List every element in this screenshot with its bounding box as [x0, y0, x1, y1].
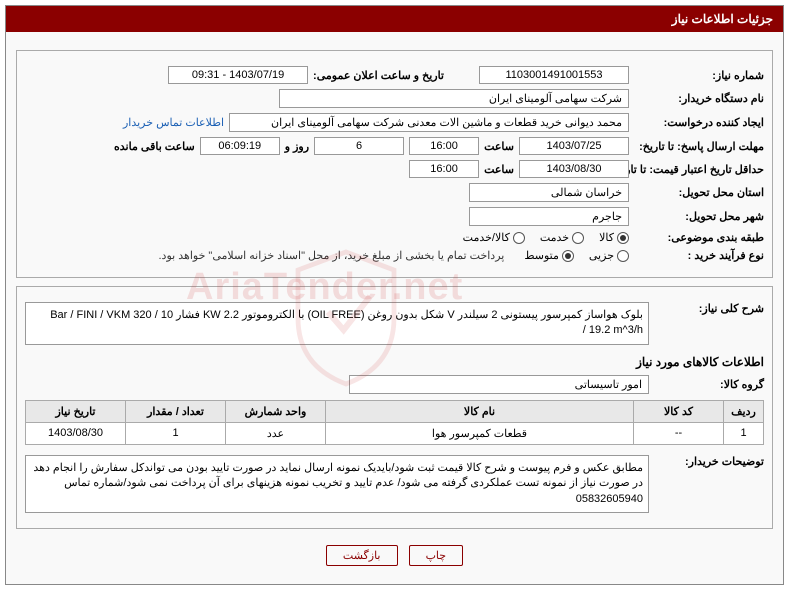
td-qty: 1: [126, 422, 226, 444]
category-label: طبقه بندی موضوعی:: [634, 231, 764, 244]
deadline-label: مهلت ارسال پاسخ: تا تاریخ:: [634, 140, 764, 153]
td-date: 1403/08/30: [26, 422, 126, 444]
remain-label: ساعت باقی مانده: [114, 140, 195, 153]
buyer-org-value: شرکت سهامی آلومینای ایران: [279, 89, 629, 108]
radio-goods-label: کالا: [599, 231, 614, 244]
notes-text: مطابق عکس و فرم پیوست و شرح کالا قیمت ثب…: [25, 455, 649, 513]
deadline-time: 16:00: [409, 137, 479, 155]
th-date: تاریخ نیاز: [26, 400, 126, 422]
th-unit: واحد شمارش: [226, 400, 326, 422]
radio-medium-label: متوسط: [524, 249, 559, 262]
page-header: جزئیات اطلاعات نیاز: [6, 6, 783, 32]
th-qty: تعداد / مقدار: [126, 400, 226, 422]
group-label: گروه کالا:: [654, 378, 764, 391]
desc-label: شرح کلی نیاز:: [654, 302, 764, 315]
contact-link[interactable]: اطلاعات تماس خریدار: [123, 116, 224, 129]
back-button[interactable]: بازگشت: [326, 545, 398, 566]
radio-partial-label: جزیی: [589, 249, 614, 262]
requester-value: محمد دیوانی خرید قطعات و ماشین الات معدن…: [229, 113, 629, 132]
items-title: اطلاعات کالاهای مورد نیاز: [25, 355, 764, 369]
td-code: --: [634, 422, 724, 444]
radio-medium[interactable]: متوسط: [524, 249, 574, 262]
process-note: پرداخت تمام یا بخشی از مبلغ خرید، از محل…: [159, 249, 505, 262]
th-name: نام کالا: [326, 400, 634, 422]
print-button[interactable]: چاپ: [409, 545, 464, 566]
desc-text: بلوک هواساز کمپرسور پیستونی 2 سیلندر V ش…: [25, 302, 649, 345]
validity-date: 1403/08/30: [519, 160, 629, 178]
group-value: امور تاسیساتی: [349, 375, 649, 394]
radio-goods[interactable]: کالا: [599, 231, 629, 244]
announce-value: 1403/07/19 - 09:31: [168, 66, 308, 84]
notes-label: توضیحات خریدار:: [654, 455, 764, 468]
table-row: 1 -- قطعات کمپرسور هوا عدد 1 1403/08/30: [26, 422, 764, 444]
deadline-date: 1403/07/25: [519, 137, 629, 155]
main-info-box: شماره نیاز: 1103001491001553 تاریخ و ساع…: [16, 50, 773, 278]
time-label-1: ساعت: [484, 140, 514, 153]
th-row: ردیف: [724, 400, 764, 422]
validity-label: حداقل تاریخ اعتبار قیمت: تا تاریخ:: [634, 163, 764, 176]
radio-both-label: کالا/خدمت: [463, 231, 510, 244]
td-unit: عدد: [226, 422, 326, 444]
days-label: روز و: [285, 140, 309, 153]
need-no-label: شماره نیاز:: [634, 69, 764, 82]
requester-label: ایجاد کننده درخواست:: [634, 116, 764, 129]
td-name: قطعات کمپرسور هوا: [326, 422, 634, 444]
countdown-value: 06:09:19: [200, 137, 280, 155]
days-value: 6: [314, 137, 404, 155]
validity-time: 16:00: [409, 160, 479, 178]
province-value: خراسان شمالی: [469, 183, 629, 202]
radio-service-label: خدمت: [540, 231, 569, 244]
need-no-value: 1103001491001553: [479, 66, 629, 84]
city-value: جاجرم: [469, 207, 629, 226]
radio-both[interactable]: کالا/خدمت: [463, 231, 525, 244]
announce-label: تاریخ و ساعت اعلان عمومی:: [313, 69, 444, 82]
radio-service[interactable]: خدمت: [540, 231, 584, 244]
time-label-2: ساعت: [484, 163, 514, 176]
description-box: شرح کلی نیاز: بلوک هواساز کمپرسور پیستون…: [16, 286, 773, 529]
city-label: شهر محل تحویل:: [634, 210, 764, 223]
th-code: کد کالا: [634, 400, 724, 422]
process-label: نوع فرآیند خرید :: [634, 249, 764, 262]
td-row: 1: [724, 422, 764, 444]
buyer-org-label: نام دستگاه خریدار:: [634, 92, 764, 105]
province-label: استان محل تحویل:: [634, 186, 764, 199]
items-table: ردیف کد کالا نام کالا واحد شمارش تعداد /…: [25, 400, 764, 445]
radio-partial[interactable]: جزیی: [589, 249, 629, 262]
